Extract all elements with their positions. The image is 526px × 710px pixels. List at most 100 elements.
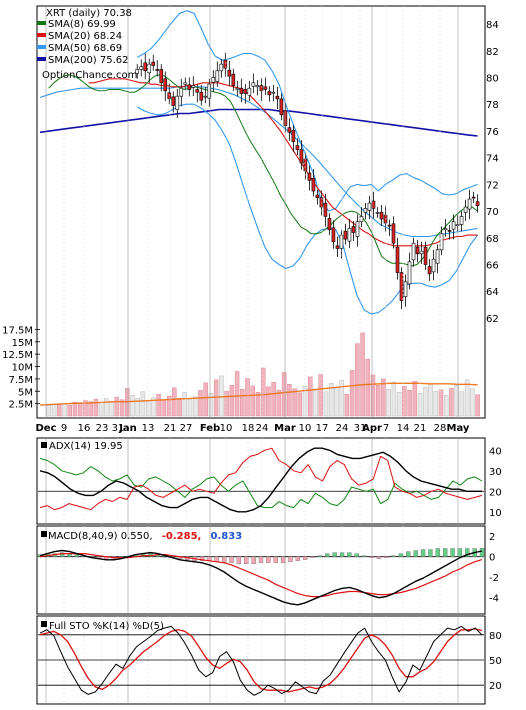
price-tick-label: 62 [486,314,499,325]
candle-body [267,91,272,96]
volume-bar [396,392,402,417]
candle-body [147,63,152,74]
sma8-line [48,74,478,267]
adx-legend: ADX(14) 19.95 [49,441,123,452]
date-tick-label: 28 [434,423,447,434]
volume-bar [255,392,261,417]
volume-bar [464,379,470,417]
macd-tick-label: 0 [489,553,495,564]
volume-tick-label: 15M [12,338,33,349]
macd-histogram-bar [280,556,286,563]
macd-histogram-bar [443,548,448,557]
volume-bar [208,392,214,417]
price-tick-label: 76 [486,127,499,138]
macd-histogram-bar [229,556,234,563]
sma200-line [39,108,478,137]
volume-tick-label: 10M [12,363,33,374]
volume-bar [287,384,292,417]
macd-legend: MACD(8,40,9) 0.550, -0.285, 0.833 [48,531,242,542]
price-tick-label: 80 [486,73,499,84]
candle-body [323,202,328,217]
candle-body [155,69,160,71]
volume-bar [266,386,271,417]
candle-body [143,62,148,72]
volume-bar [391,381,397,417]
sto-legend-swatch [41,621,47,627]
candle-body [431,258,436,273]
volume-bar [417,392,423,417]
candle-body [415,246,420,255]
date-tick-label: Apr [362,423,382,434]
candle-body [367,202,372,211]
candle-body [291,129,296,142]
volume-bar [213,379,219,417]
bollinger-upper-line [136,10,478,212]
adx-tick-label: 20 [489,487,502,498]
macd-histogram-bar [273,556,278,563]
candle-body [195,89,200,93]
macd-legend-swatch [41,531,47,537]
volume-bar [370,374,376,417]
candle-body [471,196,476,199]
macd-legend-signal: -0.285, [162,531,202,542]
date-tick-label: 14 [397,423,410,434]
candle-body [327,218,332,231]
candle-body [255,85,260,88]
price-tick-label: 82 [486,47,499,58]
candle-body [307,172,312,181]
macd-histogram-bar [406,551,411,557]
volume-bar [229,385,235,417]
macd-histogram-bar [251,556,256,565]
volume-bar [475,394,480,417]
candle-body [191,85,196,88]
adx-lines [39,447,483,513]
price-tick-label: 84 [486,20,499,31]
volume-bar [114,396,120,417]
macd-tick-label: -2 [489,573,499,584]
volume-bar [72,401,78,417]
volume-bar [130,394,135,417]
candle-body [459,216,464,225]
legend-sma200: SMA(200) 75.62 [48,55,129,66]
price-tick-label: 74 [486,154,499,165]
candle-body [379,212,384,220]
macd-histogram-bar [354,553,359,557]
volume-bar [240,389,245,417]
date-tick-label: 27 [180,423,193,434]
macd-histogram-bar [457,548,463,557]
candle-body [331,227,336,243]
macd-histogram-bar [199,556,205,561]
adx-legend-swatch [41,442,47,448]
volume-bar [355,343,360,417]
price-tick-label: 64 [486,287,499,298]
macd-histogram-bar [339,552,345,557]
candle-body [199,91,204,101]
source-watermark: OptionChance.com [42,70,137,81]
sto-y-axis: 80 50 20 [489,631,502,692]
candle-body [271,91,276,94]
macd-histogram-bar [465,548,470,557]
volume-bar [365,358,371,417]
volume-bar [381,378,386,417]
candle-body [179,87,184,97]
legend-swatch-sma8 [37,21,46,25]
candle-body [447,230,452,232]
candle-body [171,96,176,106]
date-tick-label: 24 [256,423,269,434]
candle-body [231,73,236,86]
volume-bar [402,386,407,417]
macd-legend-label: MACD(8,40,9) 0.550, [48,531,153,542]
date-tick-label: 31 [112,423,125,434]
macd-histogram-bar [428,549,433,557]
macd-histogram-bar [317,555,323,557]
price-tick-label: 78 [486,100,499,111]
volume-bar [104,398,109,417]
volume-bar [276,390,282,417]
macd-histogram-bar [376,556,382,559]
volume-bar [161,399,167,417]
macd-histogram-bar [361,555,367,557]
volume-bar [386,389,391,417]
sma50-line [39,86,478,238]
